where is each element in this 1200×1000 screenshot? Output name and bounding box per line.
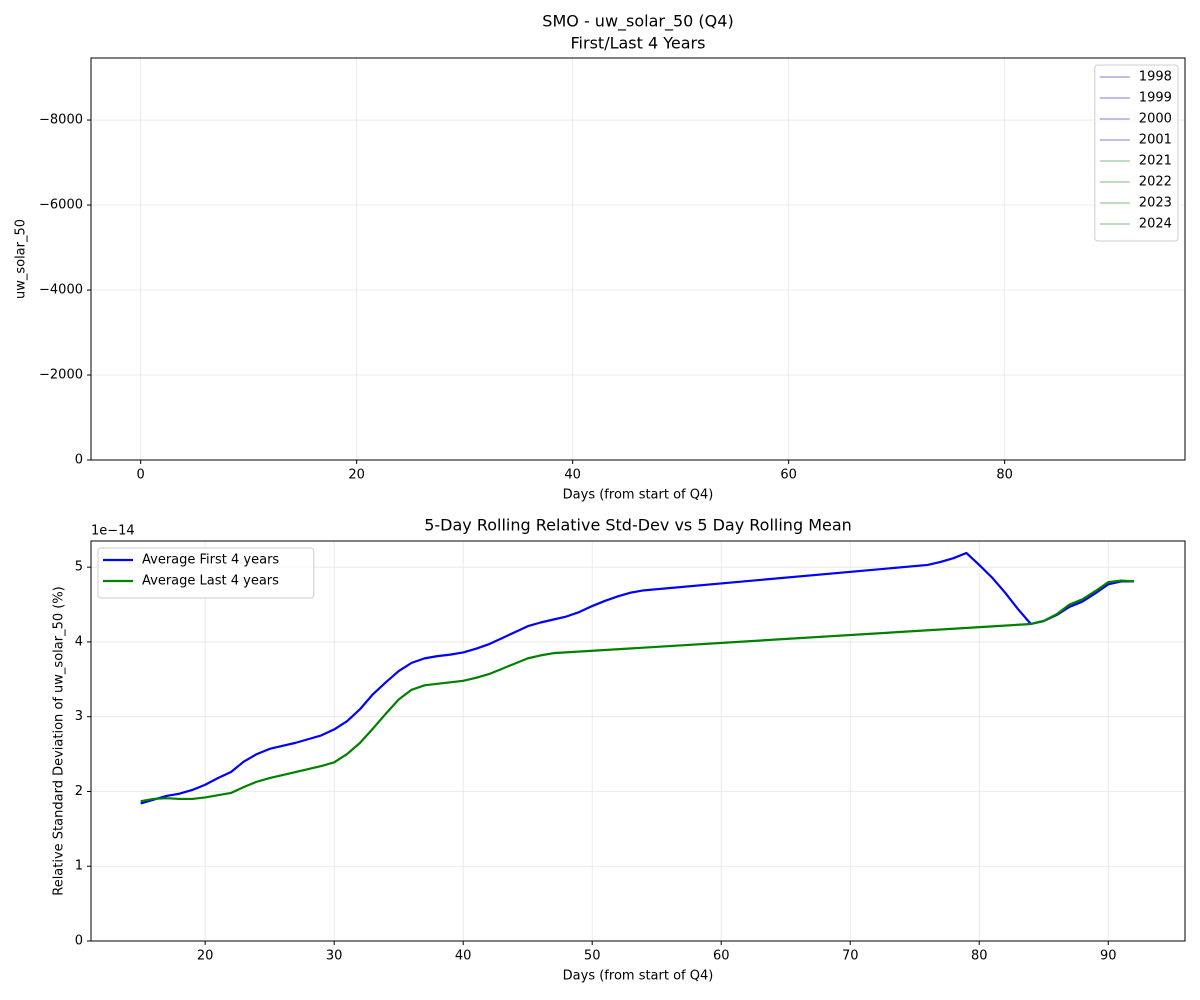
y-tick-label: −8000 bbox=[39, 113, 83, 128]
x-tick-label: 20 bbox=[348, 468, 365, 483]
y-tick-label: −4000 bbox=[39, 283, 83, 298]
chart-title: 5-Day Rolling Relative Std-Dev vs 5 Day … bbox=[424, 516, 852, 535]
legend-label: Average First 4 years bbox=[142, 553, 279, 568]
x-tick-label: 90 bbox=[1100, 949, 1117, 964]
y-axis-label: Relative Standard Deviation of uw_solar_… bbox=[52, 586, 67, 896]
y-axis-label: uw_solar_50 bbox=[14, 219, 29, 299]
x-tick-label: 20 bbox=[197, 949, 214, 964]
legend-label: 2000 bbox=[1139, 112, 1172, 127]
legend-label: 2023 bbox=[1139, 196, 1172, 211]
x-tick-label: 40 bbox=[564, 468, 581, 483]
y-tick-label: 3 bbox=[75, 709, 83, 724]
x-tick-label: 40 bbox=[455, 949, 472, 964]
legend-label: 1999 bbox=[1139, 91, 1172, 106]
legend-label: 2024 bbox=[1139, 217, 1172, 232]
x-tick-label: 80 bbox=[971, 949, 988, 964]
x-tick-label: 60 bbox=[780, 468, 797, 483]
x-tick-label: 70 bbox=[842, 949, 859, 964]
y-tick-label: 2 bbox=[75, 784, 83, 799]
x-axis-label: Days (from start of Q4) bbox=[563, 488, 714, 503]
legend-label: 2021 bbox=[1139, 154, 1172, 169]
chart-title: SMO - uw_solar_50 (Q4) bbox=[542, 12, 733, 32]
y-tick-label: −2000 bbox=[39, 368, 83, 383]
x-tick-label: 60 bbox=[713, 949, 730, 964]
y-offset-label: 1e−14 bbox=[91, 524, 135, 539]
x-tick-label: 80 bbox=[996, 468, 1013, 483]
y-tick-label: 0 bbox=[75, 453, 83, 468]
legend-label: 2001 bbox=[1139, 133, 1172, 148]
legend-box bbox=[97, 547, 315, 599]
legend-label: 2022 bbox=[1139, 175, 1172, 190]
x-tick-label: 0 bbox=[137, 468, 145, 483]
y-tick-label: −6000 bbox=[39, 198, 83, 213]
plot-frame bbox=[90, 57, 1186, 461]
y-tick-label: 4 bbox=[75, 634, 83, 649]
line-series bbox=[140, 579, 1135, 803]
plot-frame bbox=[90, 540, 1186, 942]
x-tick-label: 50 bbox=[584, 949, 601, 964]
legend-label: 1998 bbox=[1139, 70, 1172, 85]
line-series bbox=[140, 551, 1135, 805]
chart-subtitle: First/Last 4 Years bbox=[571, 34, 706, 53]
legend-box bbox=[1094, 64, 1179, 242]
x-axis-label: Days (from start of Q4) bbox=[563, 969, 714, 984]
y-tick-label: 0 bbox=[75, 934, 83, 949]
y-tick-label: 5 bbox=[75, 560, 83, 575]
x-tick-label: 30 bbox=[326, 949, 343, 964]
y-tick-label: 1 bbox=[75, 859, 83, 874]
legend-label: Average Last 4 years bbox=[142, 574, 279, 589]
